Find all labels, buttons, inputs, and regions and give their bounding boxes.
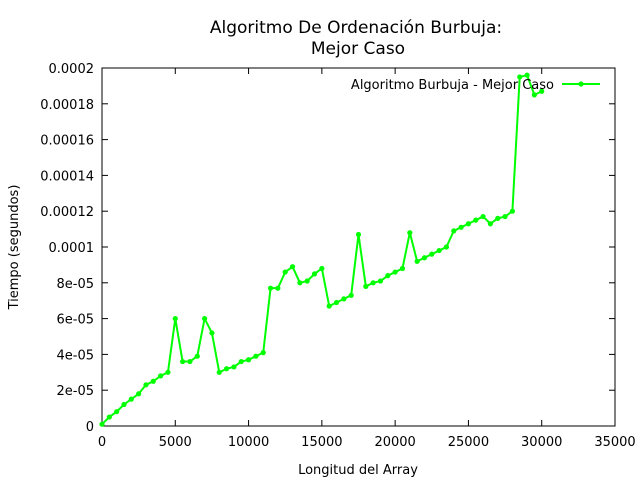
- data-point: [136, 391, 142, 397]
- data-point: [436, 247, 442, 254]
- y-tick-label: 0.00018: [40, 98, 94, 113]
- data-point: [311, 271, 318, 277]
- data-point: [275, 285, 281, 291]
- x-tick-label: 20000: [374, 435, 415, 450]
- x-tick-label: 25000: [448, 435, 489, 450]
- data-point: [216, 369, 222, 375]
- data-point: [385, 273, 391, 279]
- y-tick-label: 0.0001: [49, 241, 95, 256]
- y-tick-label: 2e-05: [56, 384, 94, 399]
- data-point: [451, 228, 457, 234]
- data-point: [194, 353, 200, 359]
- y-tick-label: 8e-05: [56, 277, 94, 292]
- data-point: [473, 217, 479, 223]
- data-point: [509, 208, 515, 214]
- data-point: [495, 215, 501, 221]
- data-point: [304, 278, 310, 284]
- chart-title-line-1: Algoritmo De Ordenación Burbuja:: [210, 18, 502, 38]
- y-tick-label: 0.0002: [49, 62, 95, 77]
- data-point: [172, 316, 178, 322]
- data-point: [209, 330, 215, 336]
- data-point: [223, 366, 230, 372]
- x-tick-label: 30000: [521, 435, 562, 450]
- data-point: [370, 280, 376, 286]
- plot-frame: [101, 67, 616, 427]
- data-point: [319, 265, 325, 272]
- data-point: [253, 353, 259, 359]
- data-point: [99, 421, 105, 427]
- data-point: [407, 230, 413, 236]
- data-point: [238, 358, 244, 365]
- x-axis-title: Longitud del Array: [298, 463, 418, 478]
- data-point: [392, 269, 398, 275]
- y-axis-title: Tiempo (segundos): [7, 185, 22, 311]
- data-point: [399, 265, 406, 272]
- x-tick-label: 0: [98, 435, 106, 450]
- data-point: [267, 285, 274, 291]
- data-point: [282, 269, 288, 275]
- y-tick-label: 6e-05: [56, 313, 94, 328]
- data-point: [297, 280, 303, 286]
- chart-title-line-2: Mejor Caso: [311, 39, 405, 59]
- data-point: [150, 378, 156, 384]
- y-tick-label: 0.00016: [40, 134, 94, 149]
- data-point: [165, 369, 171, 375]
- data-point: [502, 213, 508, 220]
- legend-label: Algoritmo Burbuja - Mejor Caso: [351, 78, 554, 93]
- data-point: [443, 244, 450, 250]
- data-point: [363, 283, 369, 289]
- data-point: [539, 88, 545, 94]
- data-point: [414, 258, 420, 264]
- series-layer: [99, 72, 545, 427]
- data-point: [348, 292, 354, 298]
- x-tick-label: 10000: [228, 435, 269, 450]
- data-point: [121, 401, 127, 408]
- data-point: [245, 357, 252, 363]
- data-point: [421, 255, 428, 261]
- y-tick-label: 0.00014: [40, 169, 94, 184]
- legend-marker: [578, 81, 584, 87]
- data-point: [465, 221, 472, 227]
- y-tick-label: 0: [86, 420, 94, 435]
- y-tick-label: 4e-05: [56, 348, 94, 363]
- data-point: [128, 396, 134, 402]
- data-point: [531, 92, 537, 98]
- data-point: [114, 409, 120, 415]
- data-point: [289, 264, 296, 270]
- data-point: [231, 364, 237, 370]
- data-point: [429, 251, 435, 257]
- data-point: [480, 213, 486, 220]
- data-point: [106, 414, 112, 420]
- data-point: [355, 231, 362, 238]
- data-point: [326, 303, 332, 309]
- data-point: [143, 382, 149, 388]
- data-point: [458, 224, 464, 230]
- data-point: [187, 358, 193, 365]
- x-tick-label: 15000: [301, 435, 342, 450]
- data-point: [202, 316, 208, 322]
- data-point: [260, 350, 266, 356]
- data-point: [487, 221, 494, 227]
- y-tick-label: 0.00012: [40, 205, 94, 220]
- x-tick-label: 5000: [159, 435, 192, 450]
- data-point: [158, 373, 164, 379]
- data-point: [377, 278, 384, 284]
- data-point: [333, 299, 340, 306]
- data-point: [517, 74, 523, 80]
- data-point: [524, 72, 530, 78]
- axes: 0 5000 10000 15000 20000 25000 30000 35000 0 2e-0…: [40, 62, 635, 450]
- data-point: [341, 296, 347, 302]
- legend: Algoritmo Burbuja - Mejor Caso: [351, 78, 600, 93]
- data-point: [180, 358, 186, 365]
- x-tick-label: 35000: [594, 435, 635, 450]
